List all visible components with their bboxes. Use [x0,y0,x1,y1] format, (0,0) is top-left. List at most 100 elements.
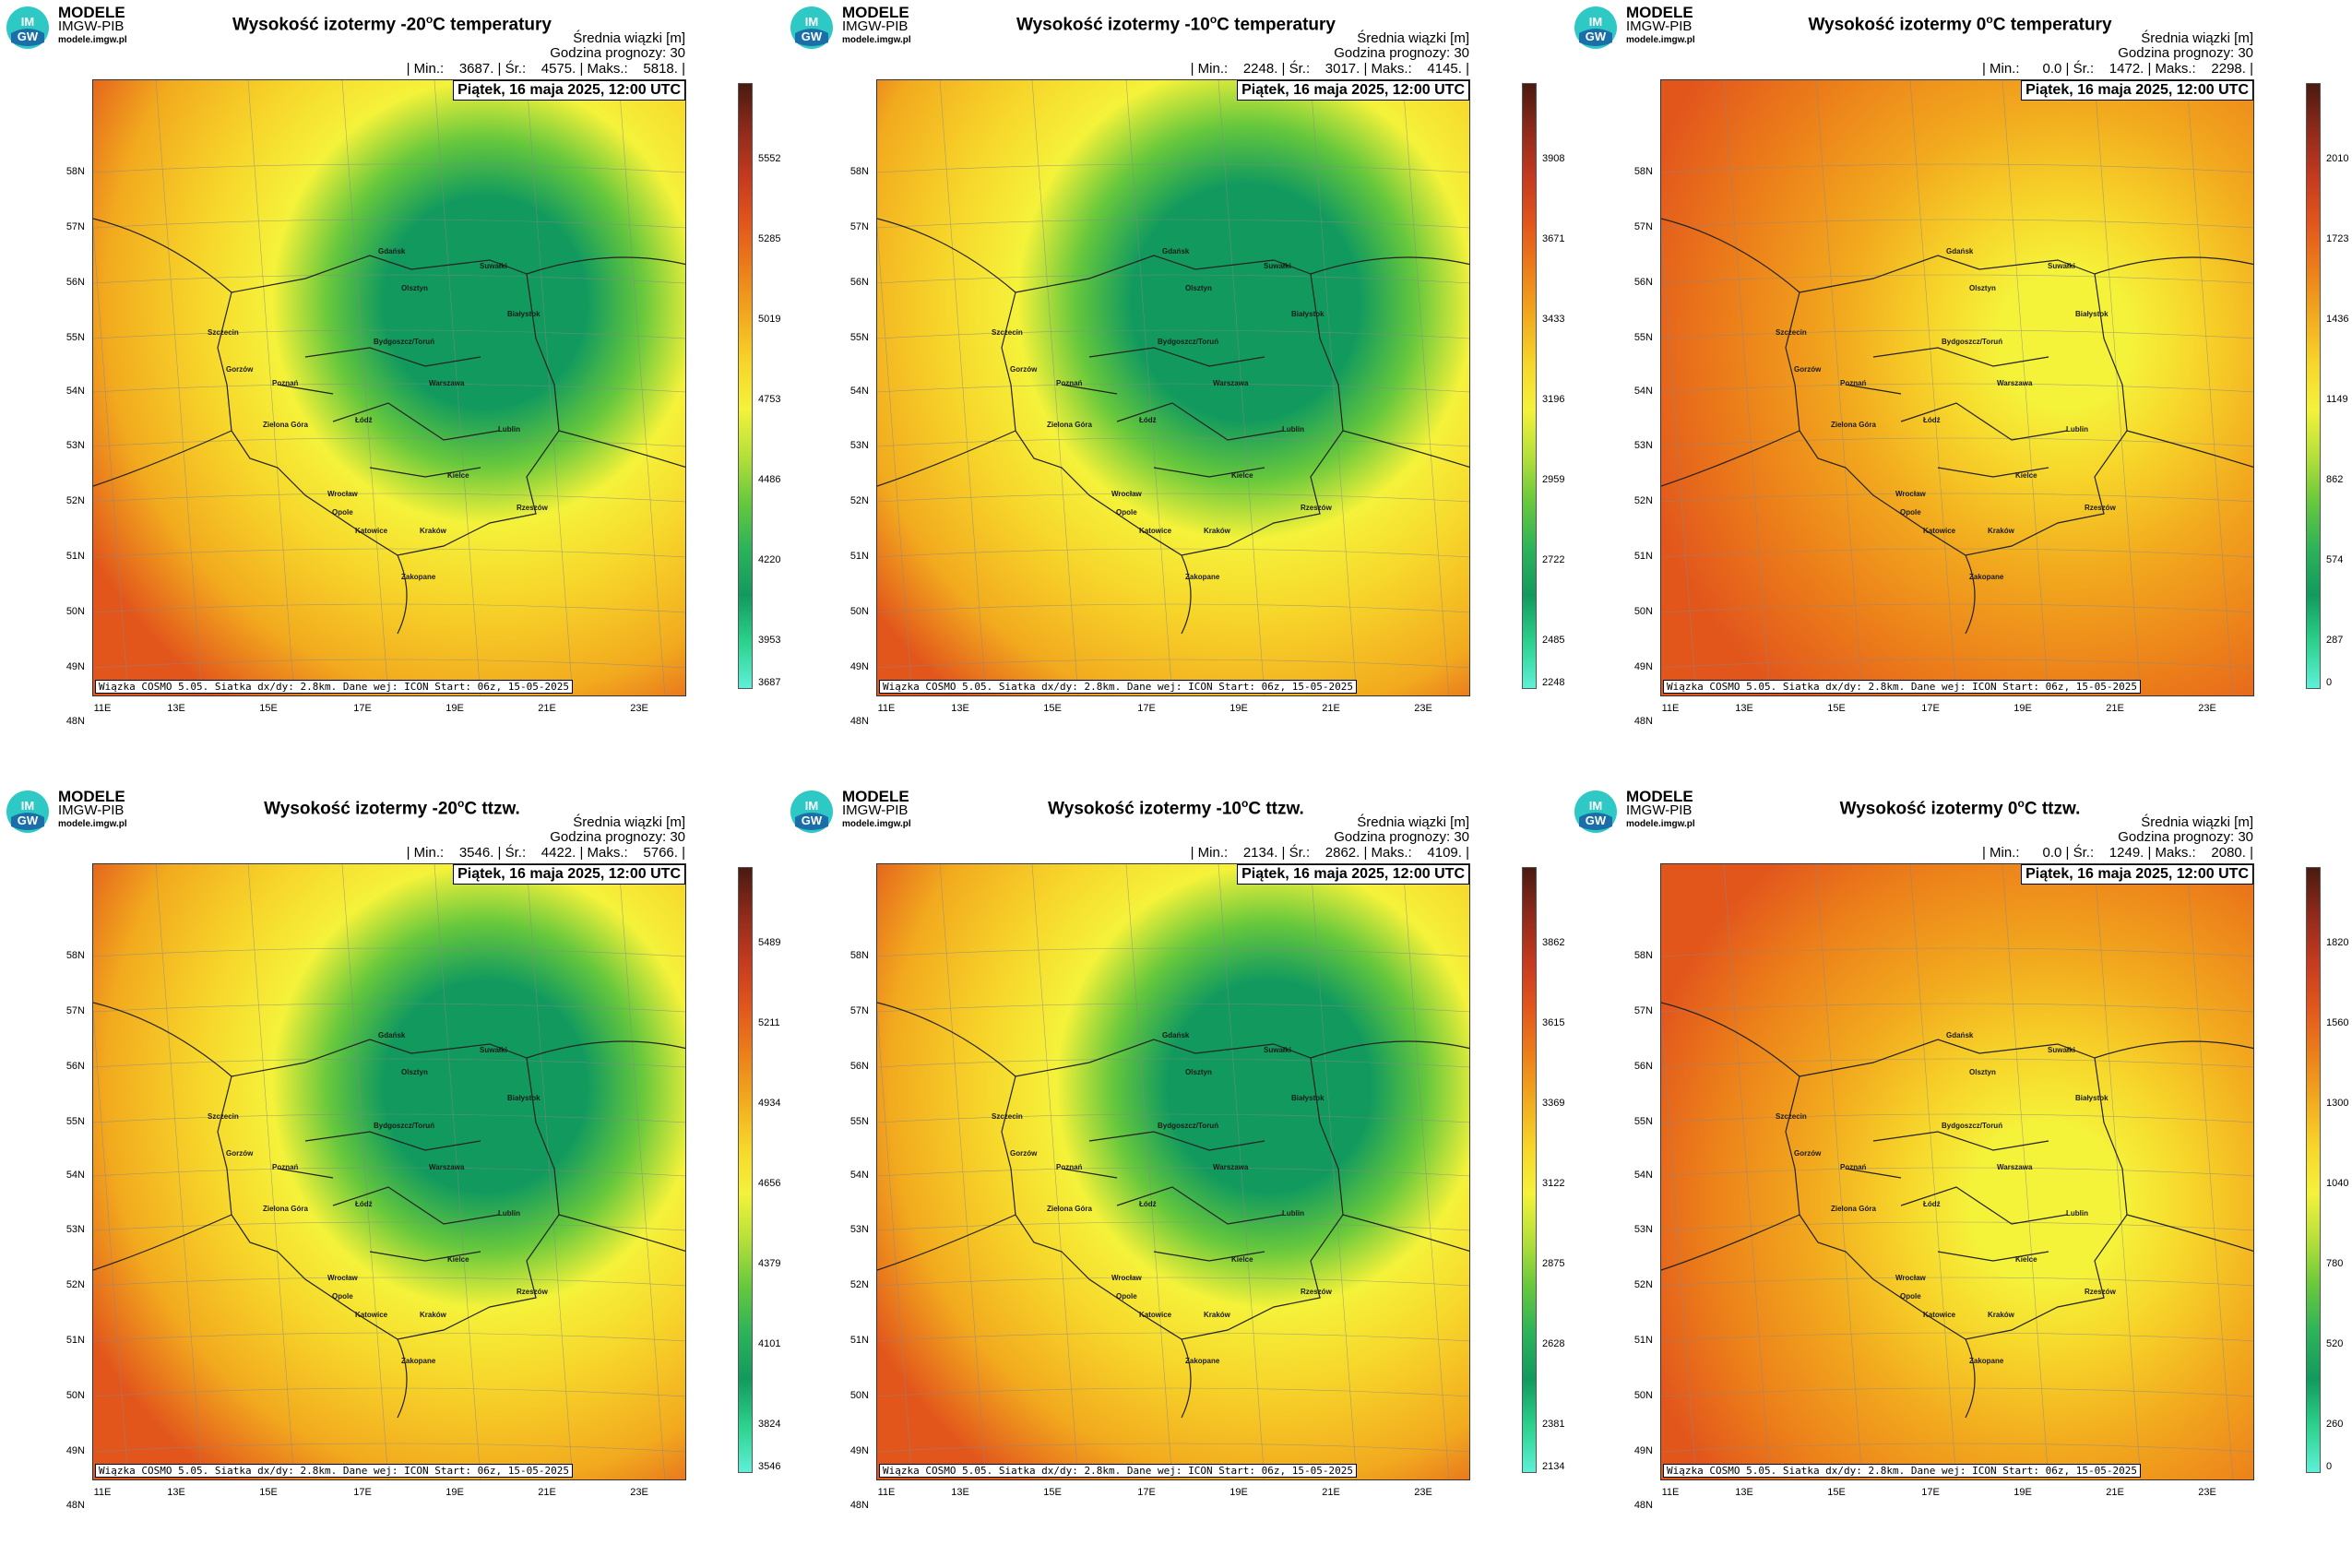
stats-line: | Min.: 0.0 | Śr.: 1472. | Maks.: 2298. … [1981,61,2253,77]
map-area: Piątek, 16 maja 2025, 12:00 UTC Wiązka C… [1660,863,2254,1480]
colorbar [738,83,753,689]
latitude-label: 49N [849,661,869,672]
brand-name: MODELE [1626,4,1693,21]
svg-text:IM: IM [21,15,34,29]
colorbar-tick: 3369 [1542,1098,1565,1109]
date-label: Piątek, 16 maja 2025, 12:00 UTC [453,80,685,101]
svg-text:IM: IM [805,15,818,29]
brand-block: MODELE IMGW-PIB modele.imgw.pl [842,5,911,47]
latitude-label: 52N [849,1279,869,1290]
latitude-label: 56N [65,277,85,288]
brand-block: MODELE IMGW-PIB modele.imgw.pl [842,788,911,831]
brand-name: MODELE [1626,788,1693,805]
date-label: Piątek, 16 maja 2025, 12:00 UTC [453,864,685,885]
colorbar-tick: 3615 [1542,1017,1565,1028]
latitude-label: 57N [1633,1005,1653,1016]
map-panel: IM GW MODELE IMGW-PIB modele.imgw.pl Wys… [1568,0,2352,784]
colorbar-tick: 2875 [1542,1258,1565,1269]
latitude-label: 52N [1633,1279,1653,1290]
latitude-label: 54N [65,1170,85,1181]
latitude-label: 58N [65,950,85,961]
colorbar [1522,867,1537,1473]
brand-url[interactable]: modele.imgw.pl [58,35,127,45]
colorbar-tick: 3196 [1542,394,1565,405]
latitude-label: 53N [65,440,85,451]
latitude-label: 50N [1633,606,1653,617]
longitude-label: 11E [1661,703,1680,714]
imgw-logo-icon: IM GW [6,6,49,49]
brand-url[interactable]: modele.imgw.pl [842,819,911,829]
colorbar-tick: 3862 [1542,937,1565,948]
info-block: Średnia wiązki [m] Godzina prognozy: 30 [2118,30,2253,61]
colorbar-tick: 3824 [758,1419,781,1430]
brand-url[interactable]: modele.imgw.pl [1626,35,1695,45]
latitude-label: 57N [1633,221,1653,232]
colorbar-tick: 3908 [1542,153,1565,164]
svg-text:GW: GW [1586,814,1607,827]
longitude-label: 19E [445,1487,464,1498]
chart-title: Wysokość izotermy 0oC temperatury [1808,13,2112,35]
longitude-label: 15E [1827,703,1846,714]
map-panel: IM GW MODELE IMGW-PIB modele.imgw.pl Wys… [1568,784,2352,1568]
svg-text:GW: GW [802,814,823,827]
latitude-label: 58N [1633,166,1653,177]
brand-url[interactable]: modele.imgw.pl [842,35,911,45]
latitude-label: 48N [1633,1500,1653,1511]
longitude-label: 23E [630,1487,648,1498]
latitude-label: 54N [65,386,85,397]
latitude-label: 51N [1633,551,1653,562]
colorbar-tick: 3953 [758,635,781,646]
colorbar-tick: 4656 [758,1178,781,1189]
svg-text:IM: IM [1589,799,1602,813]
longitude-label: 13E [167,1487,185,1498]
colorbar-tick: 5019 [758,314,781,325]
longitude-label: 23E [1414,1487,1432,1498]
date-label: Piątek, 16 maja 2025, 12:00 UTC [1237,80,1469,101]
svg-text:IM: IM [1589,15,1602,29]
map-area: Piątek, 16 maja 2025, 12:00 UTC Wiązka C… [876,79,1470,696]
latitude-label: 52N [849,495,869,506]
latitude-label: 58N [65,166,85,177]
longitude-label: 15E [1043,703,1062,714]
colorbar [2306,83,2321,689]
latitude-label: 49N [849,1445,869,1456]
longitude-label: 11E [93,703,112,714]
latitude-label: 49N [65,661,85,672]
longitude-label: 13E [1735,703,1753,714]
colorbar-tick: 1149 [2326,394,2348,405]
latitude-label: 48N [65,1500,85,1511]
brand-url[interactable]: modele.imgw.pl [1626,819,1695,829]
svg-text:IM: IM [21,799,34,813]
latitude-label: 56N [1633,1061,1653,1072]
latitude-label: 51N [849,551,869,562]
colorbar-tick: 0 [2326,1461,2333,1472]
map-panel: IM GW MODELE IMGW-PIB modele.imgw.pl Wys… [784,784,1568,1568]
chart-title: Wysokość izotermy -20oC ttzw. [264,797,520,819]
latitude-label: 51N [65,551,85,562]
colorbar-tick: 520 [2326,1338,2344,1349]
longitude-label: 15E [259,703,278,714]
brand-url[interactable]: modele.imgw.pl [58,819,127,829]
brand-name: MODELE [842,788,909,805]
latitude-label: 48N [849,716,869,727]
colorbar-tick: 0 [2326,677,2333,688]
brand-name: MODELE [58,4,125,21]
info-block: Średnia wiązki [m] Godzina prognozy: 30 [550,30,685,61]
longitude-label: 19E [2013,703,2032,714]
info-block: Średnia wiązki [m] Godzina prognozy: 30 [550,814,685,845]
brand-org: IMGW-PIB [1626,18,1693,34]
longitude-label: 21E [2106,703,2124,714]
latitude-label: 56N [1633,277,1653,288]
colorbar-tick: 862 [2326,474,2344,485]
stats-line: | Min.: 2134. | Śr.: 2862. | Maks.: 4109… [1190,845,1469,861]
latitude-label: 56N [849,1061,869,1072]
latitude-label: 53N [849,440,869,451]
latitude-label: 58N [849,950,869,961]
longitude-label: 21E [2106,1487,2124,1498]
longitude-label: 11E [1661,1487,1680,1498]
longitude-label: 11E [877,703,896,714]
longitude-label: 17E [1137,703,1156,714]
longitude-label: 19E [1229,703,1248,714]
latitude-label: 50N [65,1390,85,1401]
stats-line: | Min.: 3687. | Śr.: 4575. | Maks.: 5818… [406,61,685,77]
